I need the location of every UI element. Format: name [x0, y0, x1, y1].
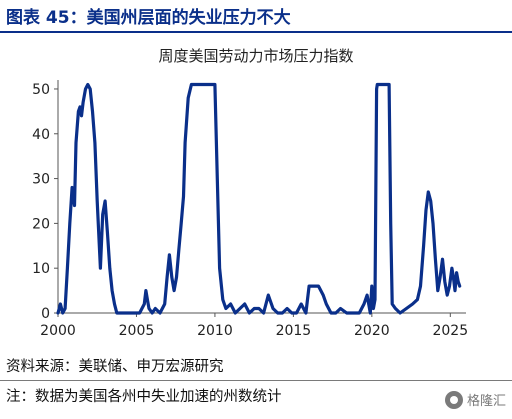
watermark: 格隆汇: [444, 390, 506, 409]
x-tick-label: 2020: [354, 323, 390, 339]
x-tick-label: 2015: [276, 323, 312, 339]
title-divider: [0, 31, 512, 33]
watermark-logo-icon: [444, 390, 463, 409]
source-note: 资料来源：美联储、申万宏源研究: [6, 359, 224, 375]
footnote: 注：数据为美国各州中失业加速的州数统计: [6, 389, 282, 405]
x-tick-label: 2025: [432, 323, 468, 339]
line-chart: 0 10 20 30 40 50 2000 2005 2010 2015 2020 2025: [32, 80, 468, 339]
chart-marks: [56, 82, 462, 315]
y-tick-label: 0: [41, 306, 50, 322]
x-tick-label: 2010: [197, 323, 233, 339]
x-tick-label: 2000: [40, 323, 76, 339]
footer-divider: [0, 380, 512, 381]
chart-axes: [57, 80, 466, 314]
figure-title: 图表 45：美国州层面的失业压力不大: [6, 8, 291, 28]
chart-title: 周度美国劳动力市场压力指数: [158, 47, 354, 65]
series-line: [56, 82, 462, 315]
y-tick-label: 40: [32, 127, 50, 143]
watermark-text: 格隆汇: [466, 394, 506, 409]
y-tick-label: 20: [32, 216, 50, 232]
y-tick-label: 50: [32, 82, 50, 98]
y-tick-label: 10: [32, 261, 50, 277]
y-tick-label: 30: [32, 172, 50, 188]
x-tick-label: 2005: [119, 323, 155, 339]
chart-ticks: 0 10 20 30 40 50 2000 2005 2010 2015 2020 2025: [32, 82, 468, 339]
